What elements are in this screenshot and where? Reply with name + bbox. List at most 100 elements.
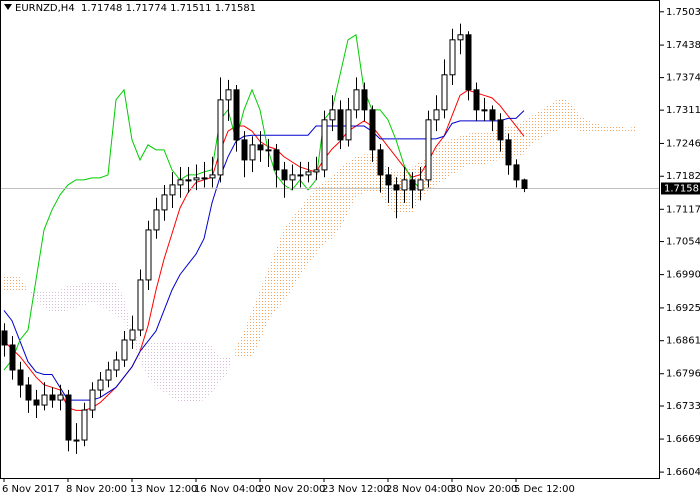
candle-body: [425, 119, 432, 181]
cloud-segment: [484, 131, 492, 165]
y-tick-label: 1.67965: [666, 369, 700, 380]
y-tick-label: 1.68610: [666, 336, 700, 347]
cloud-segment: [116, 282, 124, 321]
y-tick-label: 1.66690: [666, 434, 700, 445]
cloud-segment: [612, 126, 620, 132]
candle-body: [225, 89, 232, 101]
x-tick-label: 8 Nov 20:00: [66, 484, 127, 495]
cloud-segment: [548, 100, 556, 134]
last-high: 1.71774: [125, 3, 167, 14]
candle-body: [25, 384, 32, 401]
y-tick-label: 1.73745: [666, 73, 700, 84]
candle-body: [1, 330, 8, 346]
candle-body: [481, 109, 488, 112]
cloud-segment: [476, 131, 484, 165]
cloud-segment: [100, 282, 108, 311]
candle-body: [233, 89, 240, 141]
candle-body: [321, 119, 328, 171]
cloud-segment: [300, 197, 308, 275]
x-tick-label: 20 Nov 20:00: [258, 484, 325, 495]
candle-body: [449, 39, 456, 76]
x-tick-label: 30 Nov 20:00: [450, 484, 517, 495]
candle-body: [177, 179, 184, 186]
cloud-segment: [228, 346, 236, 372]
cloud-segment: [252, 289, 260, 357]
cloud-segment: [156, 341, 164, 393]
candle-body: [385, 174, 392, 186]
candle-body: [441, 74, 448, 111]
cloud-segment: [108, 282, 116, 316]
candle-body: [505, 139, 512, 166]
candle-body: [137, 279, 144, 331]
candle-body: [417, 179, 424, 191]
candle-body: [521, 179, 528, 189]
cloud-segment: [444, 138, 452, 180]
candle-body: [129, 329, 136, 341]
y-tick-label: 1.74380: [666, 40, 700, 51]
cloud-segment: [76, 282, 84, 308]
cloud-segment: [572, 105, 580, 132]
cloud-segment: [36, 289, 44, 308]
x-tick-label: 5 Dec 12:00: [514, 484, 575, 495]
candle-body: [145, 229, 152, 281]
candle-body: [9, 344, 16, 371]
candle-body: [273, 149, 280, 171]
candle-body: [89, 389, 96, 411]
candle-body: [257, 144, 264, 151]
candle-body: [353, 89, 360, 111]
cloud-segment: [292, 208, 300, 290]
candle-body: [113, 359, 120, 371]
candle-body: [297, 174, 304, 177]
x-tick-label: 16 Nov 04:00: [194, 484, 261, 495]
cloud-segment: [148, 341, 156, 388]
candle-body: [249, 144, 256, 161]
cloud-segment: [324, 177, 332, 244]
cloud-segment: [580, 115, 588, 134]
candle-body: [433, 109, 440, 121]
candle-body: [169, 184, 176, 196]
candle-body: [329, 109, 336, 121]
cloud-segment: [396, 172, 404, 214]
cloud-segment: [276, 228, 284, 311]
y-tick-label: 1.75030: [666, 7, 700, 18]
cloud-segment: [340, 161, 348, 229]
candle-body: [81, 409, 88, 441]
cloud-segment: [596, 123, 604, 132]
cloud-segment: [620, 126, 628, 132]
cloud-segment: [628, 126, 636, 132]
candle-body: [105, 369, 112, 381]
cloud-segment: [332, 167, 340, 239]
x-tick-label: 23 Nov 12:00: [322, 484, 389, 495]
menu-icon[interactable]: [4, 4, 12, 10]
price-label-bg: [661, 182, 700, 195]
cloud-segment: [588, 120, 596, 134]
candle-body: [193, 177, 200, 181]
cloud-segment: [364, 154, 372, 193]
cloud-segment: [180, 341, 188, 403]
cloud-segment: [412, 161, 420, 214]
candle-body: [393, 184, 400, 191]
cloud-segment: [404, 167, 412, 214]
candle-body: [313, 169, 320, 173]
candle-body: [457, 34, 464, 41]
indicator-line: [3, 89, 525, 411]
candle-body: [241, 139, 248, 161]
candle-body: [217, 99, 224, 176]
candle-body: [41, 394, 48, 406]
cloud-segment: [260, 269, 268, 342]
last-low: 1.71511: [170, 3, 212, 14]
cloud-segment: [188, 341, 196, 403]
cloud-segment: [452, 136, 460, 175]
cloud-segment: [516, 120, 524, 157]
cloud-segment: [52, 289, 60, 314]
cloud-segment: [524, 115, 532, 155]
candle-body: [65, 394, 72, 441]
cloud-segment: [212, 346, 220, 393]
cloud-segment: [220, 356, 228, 383]
candle-body: [153, 209, 160, 231]
cloud-segment: [308, 187, 316, 265]
candle-body: [185, 179, 192, 182]
cloud-layer: [4, 97, 636, 403]
